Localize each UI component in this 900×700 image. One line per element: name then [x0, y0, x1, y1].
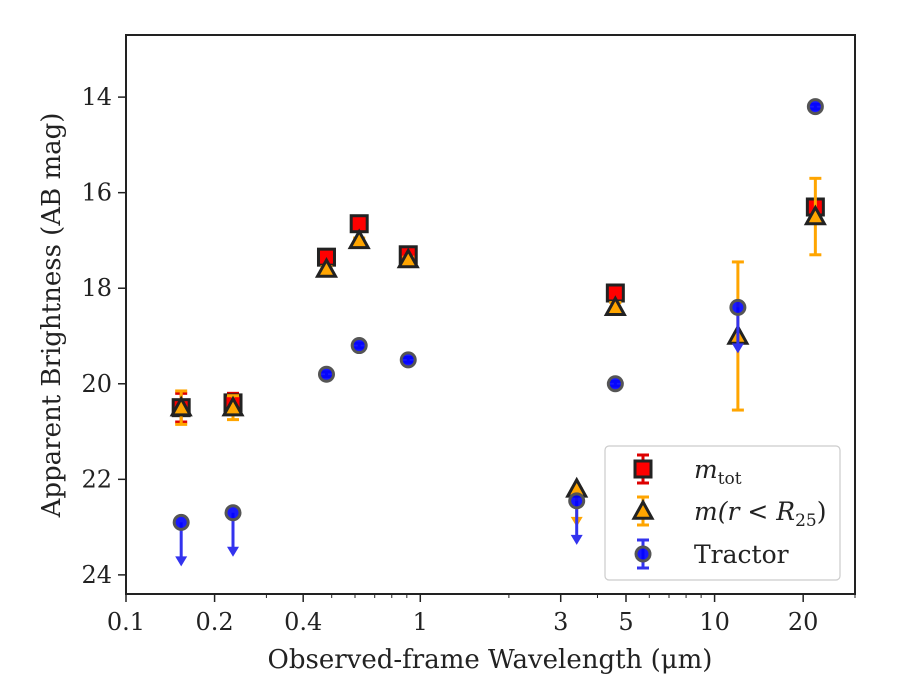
circle-marker — [350, 337, 368, 355]
circle-marker — [317, 365, 335, 383]
triangle-marker — [803, 204, 827, 226]
data-marks — [169, 98, 827, 567]
data-point — [224, 504, 242, 557]
data-point — [606, 375, 624, 393]
y-tick-label: 18 — [81, 274, 112, 302]
x-tick-label: 0.2 — [196, 608, 234, 636]
circle-marker — [224, 504, 242, 522]
y-axis: 14 16 18 20 22 24 — [81, 83, 126, 589]
y-tick-label: 16 — [81, 179, 112, 207]
data-point — [314, 257, 339, 278]
data-point — [803, 176, 827, 257]
data-point — [169, 389, 193, 426]
triangle-marker — [221, 395, 245, 417]
legend: mtot m(r < R25) Tractor — [604, 445, 841, 581]
data-point — [350, 337, 368, 355]
legend-entry: m(r < R25) — [631, 495, 826, 531]
x-tick-label: 1 — [413, 608, 428, 636]
triangle-marker — [169, 395, 193, 417]
y-tick-label: 20 — [81, 370, 112, 398]
data-point — [729, 298, 747, 354]
triangle-marker — [347, 228, 371, 250]
triangle-marker — [396, 247, 420, 269]
data-point — [221, 394, 245, 422]
series-circle — [172, 98, 824, 567]
circle-marker — [606, 375, 624, 393]
data-point — [172, 513, 190, 567]
upper-limit-arrowhead — [175, 556, 188, 567]
data-point — [603, 295, 627, 317]
y-tick-label: 22 — [81, 465, 112, 493]
x-tick-label: 0.1 — [107, 608, 145, 636]
circle-marker — [806, 98, 824, 116]
triangle-marker — [603, 295, 627, 317]
legend-label: Tractor — [694, 540, 789, 569]
data-point — [317, 365, 335, 383]
square-marker — [633, 459, 653, 479]
x-axis-label: Observed-frame Wavelength (μm) — [268, 645, 713, 675]
x-tick-label: 3 — [553, 608, 568, 636]
y-tick-label: 14 — [81, 83, 112, 111]
x-tick-label: 20 — [788, 608, 819, 636]
circle-marker — [729, 298, 747, 316]
data-point — [806, 98, 824, 116]
legend-label: m(r < R25) — [694, 497, 826, 531]
upper-limit-arrowhead — [227, 546, 240, 557]
circle-marker — [634, 545, 652, 563]
data-point — [396, 247, 420, 269]
series-square — [171, 197, 825, 424]
x-tick-label: 10 — [699, 608, 730, 636]
data-point — [399, 351, 417, 369]
x-tick-label: 0.4 — [284, 608, 322, 636]
upper-limit-arrowhead — [731, 343, 744, 354]
triangle-marker — [631, 498, 655, 520]
data-point — [568, 492, 586, 545]
upper-limit-arrowhead — [570, 534, 583, 545]
x-axis: 0.1 0.2 0.4 1 3 5 10 20 — [107, 594, 856, 636]
circle-marker — [172, 513, 190, 531]
circle-marker — [399, 351, 417, 369]
triangle-marker — [314, 257, 339, 278]
legend-frame — [604, 445, 841, 581]
data-point — [347, 228, 371, 250]
legend-label: mtot — [694, 455, 742, 489]
circle-marker — [568, 492, 586, 510]
x-tick-label: 5 — [618, 608, 633, 636]
y-tick-label: 24 — [81, 561, 112, 589]
plot-frame — [125, 34, 856, 595]
y-axis-label: Apparent Brightness (AB mag) — [37, 113, 67, 519]
legend-entry: mtot — [633, 453, 742, 489]
legend-entry: Tractor — [634, 538, 789, 570]
